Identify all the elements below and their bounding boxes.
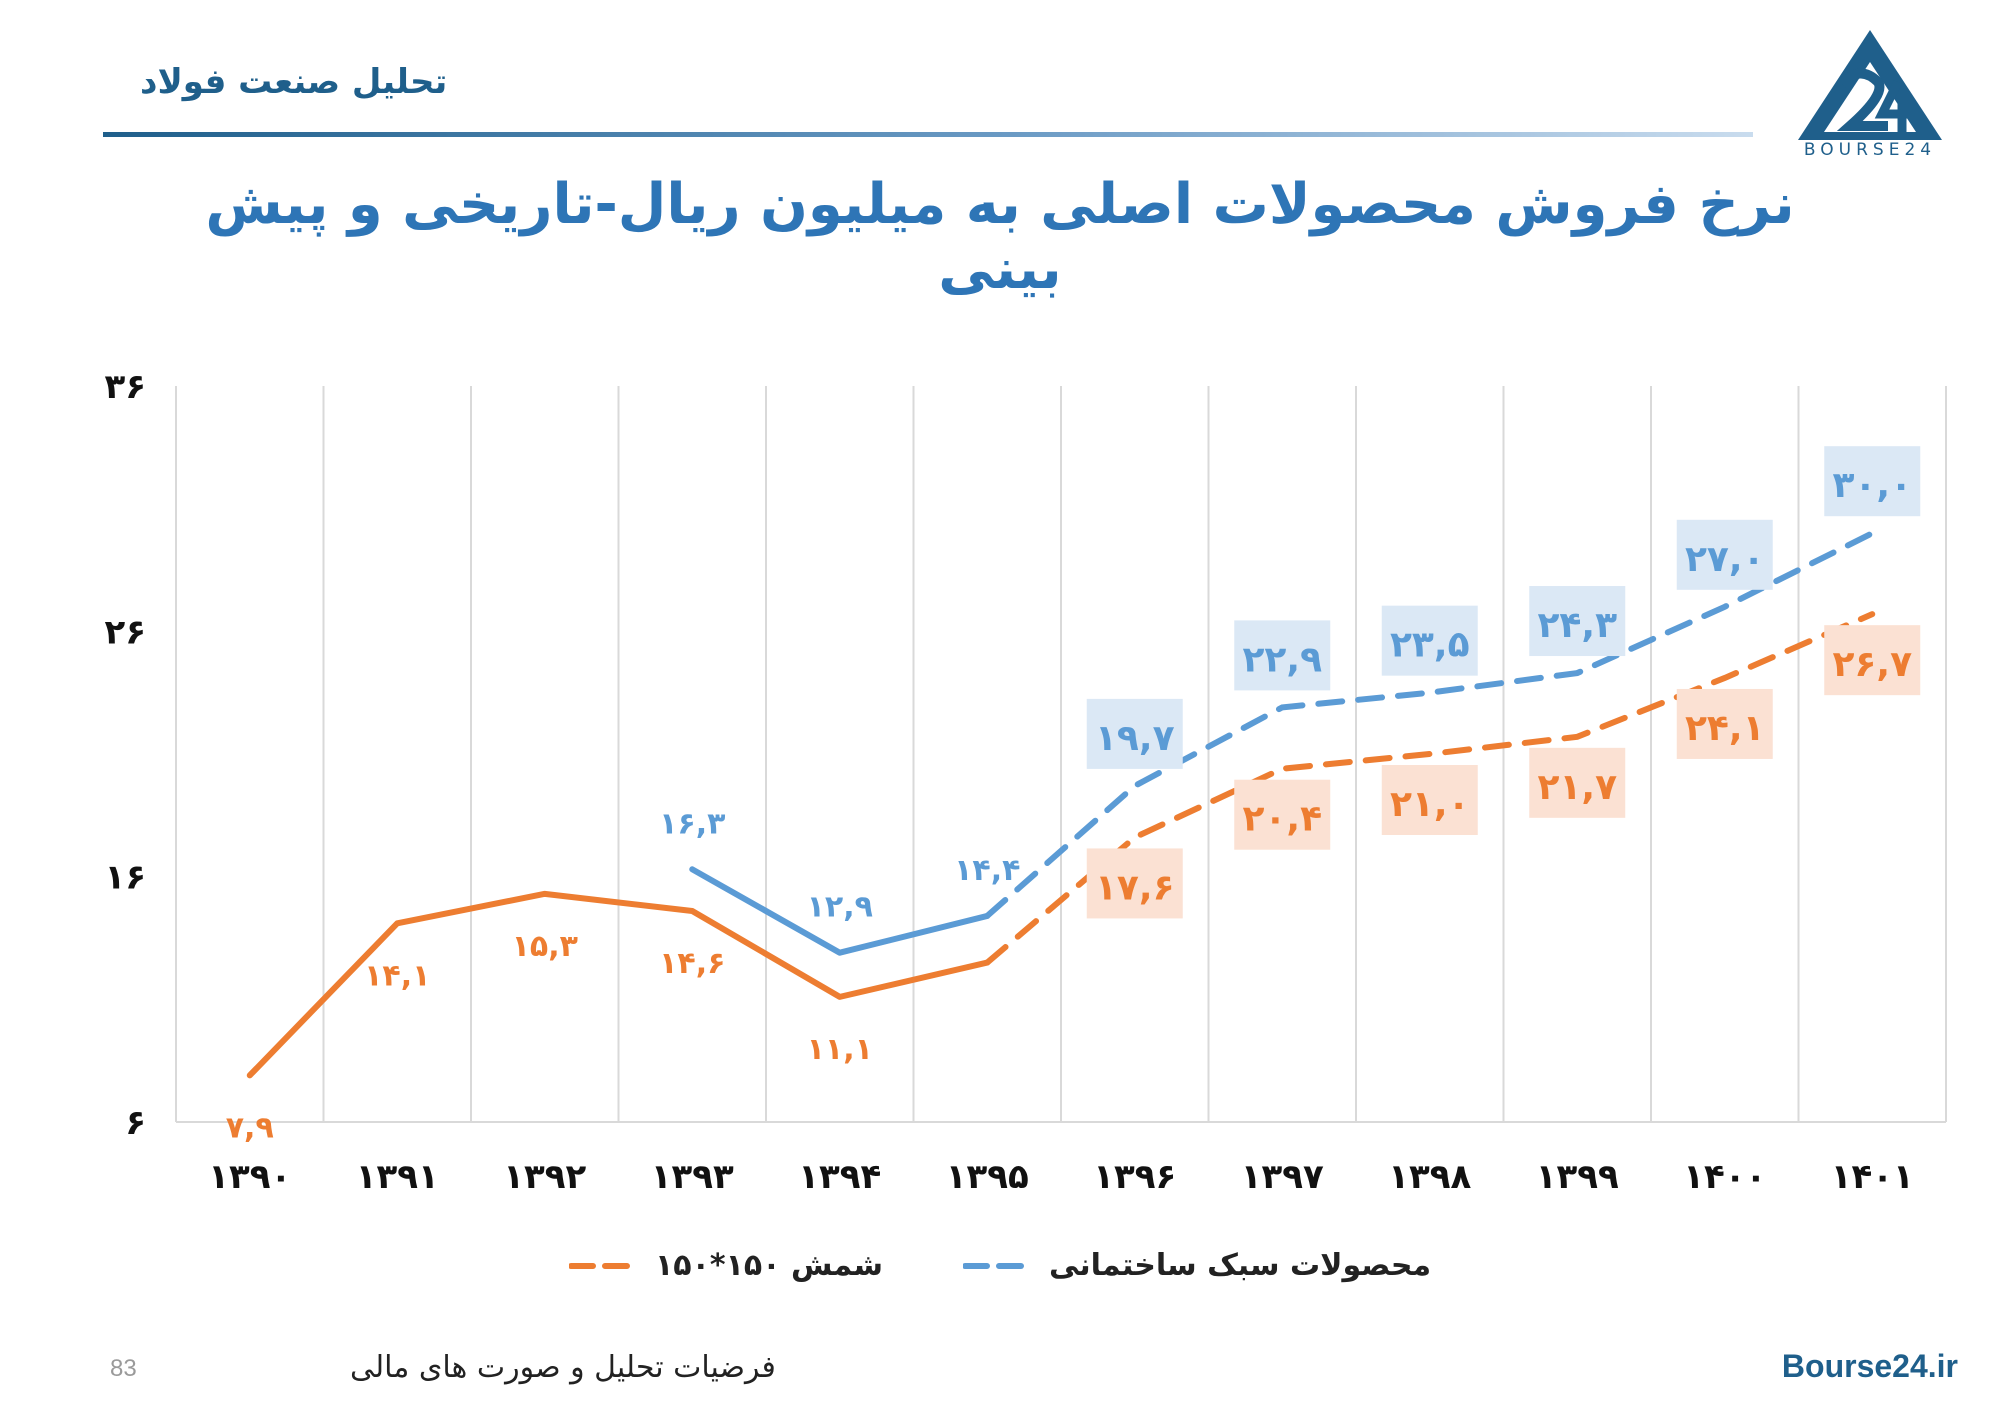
data-label-box [1381, 765, 1478, 835]
data-label: ۱۲,۹ [807, 890, 873, 925]
data-label-box [1086, 848, 1183, 919]
x-tick-label: ۱۳۹۹ [1536, 1157, 1619, 1197]
x-tick-label: ۱۴۰۰ [1683, 1157, 1766, 1197]
x-tick-label: ۱۳۹۱ [356, 1157, 439, 1197]
x-tick-label: ۱۳۹۵ [946, 1157, 1029, 1197]
x-tick-label: ۱۳۹۲ [503, 1157, 586, 1197]
data-label: ۱۹,۷ [1095, 718, 1175, 759]
x-tick-label: ۱۳۹۴ [798, 1157, 881, 1197]
data-label-box [1529, 747, 1626, 818]
data-label-box [1234, 779, 1331, 850]
legend-item-billet: شمش ۱۵۰*۱۵۰ [568, 1248, 884, 1283]
data-label: ۲۱,۷ [1537, 767, 1617, 808]
legend-label-billet: شمش ۱۵۰*۱۵۰ [654, 1248, 884, 1283]
y-tick-label: ۱۶ [104, 858, 146, 898]
data-label-box [1529, 586, 1626, 657]
data-label: ۷,۹ [226, 1110, 274, 1145]
legend-label-light-sections: محصولات سبک ساختمانی [1049, 1248, 1432, 1283]
data-label: ۲۶,۷ [1832, 644, 1912, 685]
data-label: ۲۳,۵ [1390, 625, 1470, 666]
series-line-forecast [984, 530, 1876, 919]
y-tick-label: ۲۶ [104, 612, 146, 652]
data-label: ۱۶,۳ [659, 806, 725, 841]
data-label: ۱۱,۱ [807, 1032, 873, 1067]
data-label: ۱۴,۶ [659, 946, 725, 981]
header-divider [103, 132, 1753, 137]
y-tick-label: ۳۶ [104, 367, 146, 407]
data-label: ۲۲,۹ [1242, 639, 1322, 680]
data-label-box [1676, 519, 1773, 590]
data-label: ۲۷,۰ [1685, 539, 1765, 580]
brand-title: تحلیل صنعت فولاد [140, 62, 448, 102]
page-number: 83 [110, 1355, 137, 1382]
data-label-box [1676, 688, 1773, 759]
x-tick-label: ۱۳۹۶ [1093, 1157, 1176, 1197]
footer-site-link[interactable]: Bourse24.ir [1781, 1348, 1958, 1384]
x-tick-label: ۱۳۹۳ [651, 1157, 734, 1197]
data-label: ۲۱,۰ [1390, 784, 1470, 825]
x-tick-label: ۱۳۹۰ [208, 1157, 291, 1197]
series-line-historical [246, 890, 991, 1079]
data-label-box [1086, 698, 1183, 769]
data-label: ۱۴,۴ [954, 853, 1020, 888]
x-tick-label: ۱۴۰۱ [1831, 1157, 1914, 1197]
line-chart: ۶ ۱۶ ۲۶ ۳۶ ۱۳۹۰ ۱۳۹۱ ۱۳۹۲ ۱۳۹۳ ۱۳۹۴ ۱۳۹۵ ۱۳۹۶ ۱۳۹۷ ۱… [104, 367, 1947, 1197]
data-label-box [1234, 620, 1331, 691]
series-line-historical [689, 866, 991, 956]
chart-title: نرخ فروش محصولات اصلی به میلیون ریال-تار… [205, 172, 1795, 302]
footer-caption: فرضیات تحلیل و صورت های مالی [350, 1350, 776, 1385]
data-label: ۲۰,۴ [1242, 799, 1322, 840]
data-label: ۲۴,۳ [1537, 605, 1617, 646]
bourse24-logo-icon [1798, 30, 1942, 140]
chart-legend: محصولات سبک ساختمانی شمش ۱۵۰*۱۵۰ [0, 1248, 2000, 1283]
data-label: ۱۵,۳ [512, 929, 578, 964]
legend-swatch-billet [568, 1262, 641, 1269]
data-label: ۱۴,۱ [364, 958, 430, 993]
x-tick-label: ۱۳۹۸ [1388, 1157, 1471, 1197]
y-tick-label: ۶ [125, 1103, 146, 1143]
series-line-forecast [984, 611, 1876, 966]
data-label-box [1381, 605, 1478, 676]
data-label: ۱۷,۶ [1095, 867, 1175, 908]
x-tick-label: ۱۳۹۷ [1241, 1157, 1324, 1197]
legend-swatch-light-sections [963, 1262, 1036, 1269]
data-label-box [1824, 446, 1921, 517]
legend-item-light-sections: محصولات سبک ساختمانی [963, 1248, 1431, 1283]
data-label: ۲۴,۱ [1685, 708, 1765, 749]
data-label: ۳۰,۰ [1832, 465, 1912, 506]
data-label-box [1824, 625, 1921, 696]
logo-wordmark: BOURSE24 [1803, 140, 1937, 160]
